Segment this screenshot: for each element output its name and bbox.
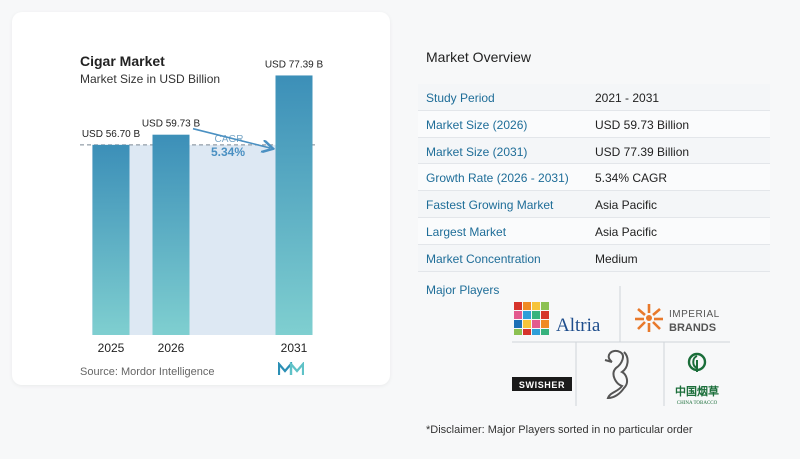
- data-label-2026: USD 59.73 B: [142, 119, 201, 130]
- overview-row: Market Size (2026) USD 59.73 Billion: [418, 110, 770, 138]
- overview-value: USD 59.73 Billion: [595, 117, 690, 132]
- overview-label: Fastest Growing Market: [426, 198, 554, 213]
- bar-2025: [92, 144, 130, 335]
- overview-value: Asia Pacific: [595, 198, 658, 213]
- cagr-arrow: [192, 127, 270, 148]
- overview-label: Market Concentration: [426, 251, 541, 266]
- overview-value: Asia Pacific: [595, 224, 658, 239]
- cagr-value: 5.34%: [211, 145, 245, 159]
- cagr-label: CAGR: [215, 134, 244, 145]
- disclaimer-note: *Disclaimer: Major Players sorted in no …: [426, 424, 693, 436]
- overview-row: Largest Market Asia Pacific: [418, 217, 770, 245]
- chart-title: Cigar Market: [80, 53, 165, 69]
- overview-value: Medium: [595, 251, 638, 266]
- major-players-title: Major Players: [426, 283, 500, 297]
- overview-value: 5.34% CAGR: [595, 171, 668, 186]
- mordor-logo-icon: [278, 362, 304, 375]
- overview-label: Market Size (2031): [426, 144, 528, 159]
- overview-row: Market Size (2031) USD 77.39 Billion: [418, 137, 770, 165]
- overview-title: Market Overview: [426, 49, 532, 65]
- overview-row: Market Concentration Medium: [418, 244, 770, 272]
- major-players-grid: Altria IMPERIAL BRANDS SWISHER 中国烟草 CHIN…: [512, 286, 730, 406]
- swisher-name: SWISHER: [519, 380, 565, 390]
- overview-label: Study Period: [426, 91, 495, 105]
- overview-label: Largest Market: [426, 224, 507, 239]
- overview-row: Fastest Growing Market Asia Pacific: [418, 191, 770, 218]
- imperial-name-1: IMPERIAL: [669, 309, 720, 320]
- chart-subtitle: Market Size in USD Billion: [80, 72, 221, 86]
- overview-row: Study Period 2021 - 2031: [418, 84, 770, 111]
- altria-logo-icon: [514, 302, 549, 335]
- source-note: Source: Mordor Intelligence: [80, 366, 215, 378]
- x-tick-2026: 2026: [158, 341, 185, 355]
- x-tick-2031: 2031: [281, 341, 308, 355]
- bar-2031: [275, 75, 313, 336]
- overview-label: Growth Rate (2026 - 2031): [426, 171, 569, 186]
- data-label-2025: USD 56.70 B: [82, 129, 141, 140]
- seahorse-logo-icon: [604, 350, 629, 400]
- china-tobacco-logo-icon: [687, 352, 707, 372]
- data-label-2031: USD 77.39 B: [265, 59, 324, 70]
- overview-value: USD 77.39 Billion: [595, 144, 690, 159]
- overview-row: Growth Rate (2026 - 2031) 5.34% CAGR: [418, 164, 770, 192]
- altria-name: Altria: [556, 315, 601, 336]
- swisher-logo-icon: [512, 377, 572, 391]
- china-tobacco-name-en: CHINA TOBACCO: [677, 401, 718, 406]
- imperial-brands-logo-icon: [635, 304, 663, 332]
- x-tick-2025: 2025: [98, 341, 125, 355]
- bar-chart: USD 56.70 B 2025 USD 59.73 B 2026 USD 77.39 …: [80, 59, 324, 355]
- overview-label: Market Size (2026): [426, 117, 528, 132]
- china-tobacco-name-cn: 中国烟草: [675, 384, 719, 398]
- overview-table: Study Period 2021 - 2031 Market Size (20…: [418, 84, 770, 272]
- overview-value: 2021 - 2031: [595, 91, 660, 105]
- bar-2026: [152, 134, 190, 335]
- imperial-name-2: BRANDS: [669, 322, 716, 334]
